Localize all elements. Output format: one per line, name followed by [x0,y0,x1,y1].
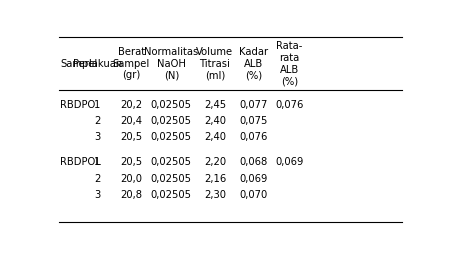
Text: 3: 3 [94,132,100,142]
Text: Kadar
ALB
(%): Kadar ALB (%) [239,47,268,80]
Text: 0,02505: 0,02505 [151,157,192,167]
Text: 0,070: 0,070 [239,190,267,200]
Text: 0,069: 0,069 [275,157,303,167]
Text: 2: 2 [94,174,101,184]
Text: 2,40: 2,40 [204,132,226,142]
Text: 0,068: 0,068 [239,157,267,167]
Text: 2: 2 [94,116,101,126]
Text: 0,02505: 0,02505 [151,116,192,126]
Text: Volume
Titrasi
(ml): Volume Titrasi (ml) [196,47,234,80]
Text: 20,0: 20,0 [120,174,142,184]
Text: 2,45: 2,45 [204,100,226,110]
Text: RBDPOL: RBDPOL [60,157,101,167]
Text: 0,02505: 0,02505 [151,190,192,200]
Text: 0,076: 0,076 [275,100,303,110]
Text: 2,30: 2,30 [204,190,226,200]
Text: 3: 3 [94,190,100,200]
Text: 1: 1 [94,157,101,167]
Text: 0,076: 0,076 [239,132,267,142]
Text: 2,20: 2,20 [204,157,226,167]
Text: 0,02505: 0,02505 [151,100,192,110]
Text: 2,16: 2,16 [204,174,226,184]
Text: Normalitas
NaOH
(N): Normalitas NaOH (N) [144,47,198,80]
Text: 20,5: 20,5 [120,132,142,142]
Text: 20,5: 20,5 [120,157,142,167]
Text: Berat
Sampel
(gr): Berat Sampel (gr) [112,47,150,80]
Text: Sampel: Sampel [60,59,98,69]
Text: 0,069: 0,069 [239,174,267,184]
Text: Rata-
rata
ALB
(%): Rata- rata ALB (%) [276,41,302,86]
Text: 2,40: 2,40 [204,116,226,126]
Text: 20,4: 20,4 [120,116,142,126]
Text: 1: 1 [94,100,101,110]
Text: 20,8: 20,8 [120,190,142,200]
Text: 0,075: 0,075 [239,116,267,126]
Text: Perlakuan: Perlakuan [73,59,122,69]
Text: 0,02505: 0,02505 [151,174,192,184]
Text: RBDPO: RBDPO [60,100,96,110]
Text: 0,077: 0,077 [239,100,267,110]
Text: 20,2: 20,2 [120,100,142,110]
Text: 0,02505: 0,02505 [151,132,192,142]
